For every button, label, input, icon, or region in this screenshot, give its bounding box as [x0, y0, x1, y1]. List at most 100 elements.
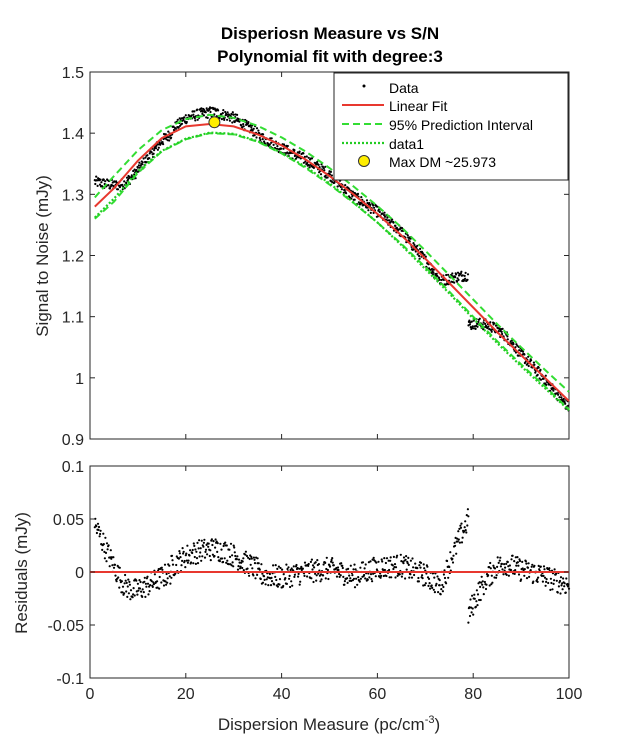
residual-point: [251, 567, 254, 570]
data-point: [156, 148, 159, 151]
residual-point: [98, 535, 101, 538]
data-point: [478, 317, 481, 320]
residual-point: [489, 567, 492, 570]
residual-point: [178, 550, 181, 553]
residual-point: [549, 588, 552, 592]
residual-point: [299, 580, 302, 583]
residual-point: [528, 575, 531, 579]
data-point: [468, 319, 471, 322]
residual-point: [392, 555, 395, 559]
data-point: [223, 118, 226, 121]
residual-point: [319, 580, 322, 583]
residual-point: [178, 552, 181, 555]
residual-point: [471, 607, 474, 610]
data-point: [209, 106, 213, 110]
residual-point: [179, 556, 182, 559]
data-point: [357, 201, 360, 204]
residual-point: [346, 577, 349, 580]
data-point: [435, 272, 438, 275]
residual-point: [297, 575, 300, 578]
residual-point: [101, 548, 104, 552]
residual-point: [259, 577, 262, 581]
data-point: [121, 183, 124, 186]
residual-point: [210, 538, 213, 541]
data-point: [539, 368, 542, 371]
residual-point: [491, 581, 494, 584]
data-point: [428, 267, 431, 270]
residual-point: [369, 573, 373, 576]
residual-point: [190, 561, 193, 564]
residual-point: [187, 559, 190, 562]
residual-point: [438, 579, 441, 582]
data-point: [466, 278, 469, 281]
residual-point: [242, 569, 245, 572]
residual-point: [523, 574, 526, 577]
residual-point: [137, 589, 140, 592]
residual-point: [562, 577, 565, 580]
residual-point: [559, 576, 563, 579]
residual-point: [194, 562, 197, 566]
residual-point: [430, 584, 433, 587]
residual-point: [463, 526, 466, 529]
residual-point: [195, 550, 198, 553]
residual-point: [204, 550, 207, 554]
residual-point: [289, 585, 292, 589]
residual-point: [525, 577, 529, 580]
data-point: [202, 114, 205, 117]
data-point: [558, 396, 561, 399]
residual-point: [288, 577, 291, 580]
residual-point: [102, 532, 105, 535]
residual-point: [240, 561, 243, 564]
data-point: [255, 136, 258, 139]
residual-point: [505, 562, 508, 566]
residual-point: [153, 573, 156, 576]
data-point: [324, 174, 327, 177]
residual-point: [121, 585, 125, 588]
data-point: [167, 130, 170, 133]
residual-point: [309, 560, 312, 564]
residual-point: [383, 557, 386, 560]
residual-point: [320, 578, 323, 581]
residual-point: [476, 593, 480, 596]
residual-point: [469, 598, 472, 601]
residual-point: [242, 557, 245, 560]
data-point: [500, 330, 503, 333]
residual-point: [139, 580, 142, 584]
data-point: [532, 361, 536, 364]
residual-point: [194, 548, 197, 551]
residual-point: [431, 586, 434, 590]
data-point: [383, 215, 387, 218]
residual-point: [503, 563, 506, 566]
residual-point: [278, 583, 281, 586]
residual-point: [148, 590, 151, 593]
residual-point: [374, 575, 377, 578]
residual-point: [387, 559, 390, 562]
residual-point: [500, 562, 503, 566]
residual-point: [250, 557, 253, 560]
residual-point: [143, 576, 146, 579]
residual-point: [218, 560, 221, 563]
residual-point: [149, 584, 152, 587]
residual-point: [351, 574, 354, 577]
residual-point: [402, 556, 406, 559]
residual-point: [290, 580, 293, 583]
residual-point: [459, 524, 462, 527]
residual-point: [363, 573, 366, 577]
residual-point: [470, 606, 473, 609]
data-point: [176, 118, 179, 121]
residual-point: [146, 582, 150, 585]
residual-point: [254, 577, 257, 580]
residual-point: [493, 567, 497, 570]
bottom-ytick-label: 0: [75, 565, 84, 582]
residual-point: [214, 546, 217, 549]
data-point: [242, 123, 245, 126]
residual-point: [303, 561, 307, 564]
residual-point: [405, 568, 408, 571]
data-point: [280, 147, 283, 150]
data-point: [323, 169, 326, 172]
data-point: [138, 166, 141, 169]
residual-point: [199, 547, 202, 550]
data-point: [132, 169, 135, 173]
residual-point: [413, 573, 416, 577]
data-point: [96, 184, 99, 187]
